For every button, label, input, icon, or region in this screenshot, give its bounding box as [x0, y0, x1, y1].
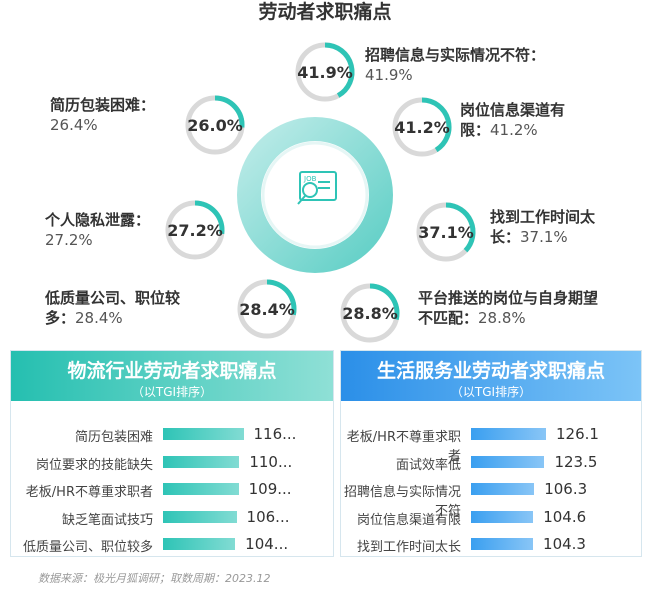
gauge-label: 37.1% — [418, 223, 474, 242]
bar-label: 岗位要求的技能缺失 — [35, 457, 153, 473]
gauge-arc — [266, 279, 297, 316]
bar — [471, 538, 534, 550]
title: 劳动者求职痛点 — [258, 0, 391, 23]
caption-value: 27.2% — [45, 231, 93, 249]
bar-value: 116... — [253, 425, 297, 443]
gauge-label: 28.8% — [342, 304, 398, 323]
bar — [471, 483, 535, 495]
gauge-arc — [421, 97, 452, 153]
bar — [471, 428, 546, 440]
gauge-caption: 低质量公司、职位较多：28.4% — [45, 288, 205, 328]
gauge-arc — [214, 95, 245, 128]
caption-category: 招聘信息与实际情况不符： — [365, 46, 546, 64]
gauge-caption: 简历包装困难： 26.4% — [50, 95, 175, 135]
gauge-area: JOB 劳动者求职痛点 41.9% 41.2% 37.1% 28.8% 28.4% 27.… — [165, 0, 476, 343]
caption-category: 简历包装困难： — [50, 96, 156, 114]
bar-value: 110... — [249, 452, 293, 471]
panel-title: 生活服务业劳动者求职痛点 — [376, 360, 605, 382]
bar-value: 104... — [245, 535, 289, 553]
panel-subtitle: （以TGI排序） — [450, 385, 532, 399]
bar — [163, 483, 239, 495]
caption-category: 找到工作时间太长： — [490, 208, 596, 246]
gauge-label: 41.9% — [297, 63, 353, 82]
caption-value: 28.4% — [75, 309, 123, 327]
gauge-arc — [324, 42, 355, 98]
bar-label: 招聘信息与实际情况不符 — [343, 485, 461, 519]
bar-label: 缺乏笔面试技巧 — [61, 512, 153, 528]
gauge-arc — [369, 283, 400, 320]
caption-value: 37.1% — [520, 228, 568, 246]
panel-header: 生活服务业劳动者求职痛点 （以TGI排序） — [341, 351, 641, 401]
gauge-arc — [445, 202, 476, 253]
bar-value: 126.1 — [556, 425, 599, 443]
bar — [163, 538, 236, 550]
bar-value: 106.3 — [544, 480, 588, 498]
job-icon: JOB — [297, 171, 337, 205]
bar-label: 老板/HR不尊重求职者 — [25, 485, 153, 500]
bar-label: 老板/HR不尊重求职者 — [346, 430, 461, 464]
gauge-caption: 岗位信息渠道有限：41.2% — [460, 100, 575, 140]
gauge-label: 41.2% — [394, 118, 450, 137]
bar-value: 123.5 — [554, 452, 598, 471]
panel: 物流行业劳动者求职痛点 （以TGI排序） 简历包装困难 116... 岗位要求的技能缺失… — [10, 350, 334, 557]
bar-value: 109... — [248, 480, 292, 498]
caption-category: 平台推送的岗位与自身期望不匹配： — [418, 289, 599, 327]
caption-value: 26.4% — [50, 116, 98, 134]
bar-value: 106... — [246, 507, 290, 526]
center-ring — [237, 117, 393, 273]
gauge-caption: 找到工作时间太长：37.1% — [490, 207, 605, 247]
bar — [163, 455, 240, 468]
panel-header: 物流行业劳动者求职痛点 （以TGI排序） — [11, 351, 333, 401]
panel-title: 物流行业劳动者求职痛点 — [67, 360, 277, 382]
bar — [471, 455, 545, 468]
gauge-arc — [194, 200, 225, 235]
caption-category: 岗位信息渠道有限： — [460, 101, 566, 139]
bar — [163, 428, 244, 440]
bar — [471, 510, 534, 523]
center-ring-inner — [261, 141, 369, 249]
bar-value: 104.6 — [543, 507, 587, 526]
svg-text:JOB: JOB — [303, 175, 317, 183]
caption-value: 41.2% — [490, 121, 538, 139]
gauge-caption: 个人隐私泄露： 27.2% — [45, 210, 170, 250]
caption-category: 低质量公司、职位较多： — [45, 289, 181, 327]
bar-value: 104.3 — [543, 535, 586, 553]
source: 数据来源：极光月狐调研；取数周期：2023.12 — [38, 572, 271, 585]
bar-label: 面试效率低 — [395, 457, 461, 473]
caption-value: 41.9% — [365, 66, 413, 84]
gauge-label: 26.0% — [187, 116, 243, 135]
caption-category: 个人隐私泄露： — [45, 211, 151, 229]
gauge-caption: 招聘信息与实际情况不符： 41.9% — [365, 45, 580, 85]
bar-label: 岗位信息渠道有限 — [356, 512, 461, 528]
bar-label: 找到工作时间太长 — [356, 540, 461, 555]
bar-label: 低质量公司、职位较多 — [22, 540, 153, 555]
gauge-label: 27.2% — [167, 221, 223, 240]
caption-value: 28.8% — [478, 309, 526, 327]
panel: 生活服务业劳动者求职痛点 （以TGI排序） 老板/HR不尊重求职者 126.1 面试效率… — [340, 350, 642, 557]
gauge-caption: 平台推送的岗位与自身期望不匹配：28.8% — [418, 288, 598, 328]
panel-subtitle: （以TGI排序） — [131, 385, 213, 399]
bar — [163, 510, 237, 523]
bar-label: 简历包装困难 — [74, 430, 153, 445]
gauge-label: 28.4% — [239, 300, 295, 319]
